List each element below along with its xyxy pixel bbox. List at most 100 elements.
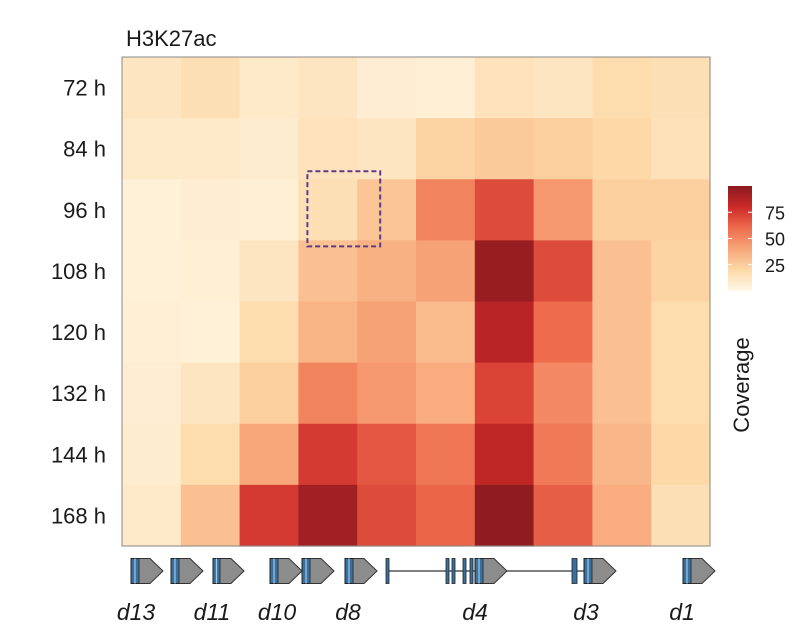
heatmap-cell: [651, 118, 711, 180]
heatmap-cell: [592, 179, 652, 241]
heatmap-cell: [180, 301, 241, 364]
colorbar-tick-label: 75: [765, 203, 785, 223]
heatmap-cell: [533, 362, 593, 425]
chart-title: H3K27ac: [126, 26, 217, 51]
heatmap-cell: [474, 118, 535, 180]
heatmap-cell: [357, 57, 417, 119]
row-label: 72 h: [63, 76, 106, 101]
heatmap-cell: [122, 301, 182, 364]
heatmap-cell: [533, 301, 593, 364]
heatmap-cell: [651, 423, 711, 486]
heatmap-cell: [180, 423, 241, 486]
row-label: 144 h: [51, 442, 106, 467]
heatmap-cell: [298, 57, 358, 119]
gene-label: d10: [258, 599, 297, 625]
heatmap-cell: [298, 362, 358, 425]
heatmap-cell: [651, 484, 711, 547]
heatmap-cell: [592, 484, 652, 547]
gene-arrow: [352, 558, 378, 584]
gene-track: d13 d11 d10 d8 d4 d3 d1: [117, 558, 716, 625]
heatmap-cell: [651, 57, 711, 119]
heatmap-cell: [416, 301, 476, 364]
heatmap-cell: [474, 423, 535, 486]
heatmap-cell: [239, 240, 299, 303]
heatmap-cell: [357, 423, 417, 486]
row-label: 96 h: [63, 198, 106, 223]
heatmap-cell: [533, 240, 593, 303]
heatmap-cell: [122, 484, 182, 547]
heatmap-cell: [122, 423, 182, 486]
row-label: 120 h: [51, 320, 106, 345]
colorbar-title: Coverage: [729, 337, 754, 432]
gene-label: d11: [194, 599, 231, 625]
exon: [445, 558, 450, 584]
heatmap-cells: [122, 57, 711, 547]
heatmap-cell: [474, 362, 535, 425]
heatmap-cell: [533, 118, 593, 180]
heatmap-cell: [592, 57, 652, 119]
heatmap-border: [121, 56, 711, 547]
colorbar-tick-label: 50: [765, 230, 785, 250]
gene-label: d4: [462, 599, 488, 625]
heatmap-cell: [474, 484, 535, 547]
row-label: 168 h: [51, 503, 106, 528]
heatmap-cell: [474, 57, 535, 119]
heatmap-cell: [122, 57, 182, 119]
gene-label: d8: [335, 599, 361, 625]
exon: [462, 558, 467, 584]
exon: [385, 558, 390, 584]
heatmap-cell: [122, 179, 182, 241]
heatmap-cell: [416, 118, 476, 180]
gene-arrow: [138, 558, 164, 584]
heatmap-cell: [416, 484, 476, 547]
heatmap-cell: [592, 362, 652, 425]
heatmap-cell: [357, 301, 417, 364]
heatmap-cell: [592, 118, 652, 180]
heatmap-cell: [416, 362, 476, 425]
row-label: 108 h: [51, 259, 106, 284]
heatmap-cell: [651, 240, 711, 303]
heatmap-cell: [298, 484, 358, 547]
heatmap-cell: [122, 240, 182, 303]
heatmap-cell: [474, 179, 535, 241]
heatmap-cell: [298, 240, 358, 303]
colorbar-tick-label: 25: [765, 256, 785, 276]
heatmap-cell: [239, 484, 299, 547]
gene-label: d3: [573, 599, 599, 625]
heatmap-cell: [357, 240, 417, 303]
heatmap-cell: [239, 423, 299, 486]
heatmap-cell: [474, 301, 535, 364]
heatmap-cell: [180, 179, 241, 241]
heatmap-cell: [533, 423, 593, 486]
heatmap-cell: [651, 179, 711, 241]
exon: [469, 558, 474, 584]
heatmap-cell: [416, 57, 476, 119]
highlight-box: [306, 170, 382, 248]
heatmap-cell: [357, 179, 417, 241]
heatmap-cell: [592, 240, 652, 303]
heatmap-cell: [180, 484, 241, 547]
colorbar: 25 50 75: [728, 186, 785, 291]
row-label: 84 h: [63, 137, 106, 162]
gene-arrow: [690, 558, 716, 584]
heatmap-cell: [474, 240, 535, 303]
gene-arrow: [309, 558, 335, 584]
heatmap-cell: [533, 484, 593, 547]
heatmap-cell: [592, 301, 652, 364]
gene-arrow: [219, 558, 245, 584]
heatmap-cell: [180, 57, 241, 119]
exon: [451, 558, 456, 584]
heatmap-cell: [357, 484, 417, 547]
heatmap-cell: [122, 118, 182, 180]
row-labels: 72 h 84 h 96 h 108 h 120 h 132 h 144 h 168 h: [51, 76, 106, 529]
gene-arrow: [178, 558, 204, 584]
heatmap-cell: [239, 57, 299, 119]
heatmap-cell: [357, 118, 417, 180]
exon: [571, 558, 578, 584]
heatmap-cell: [533, 57, 593, 119]
heatmap-cell: [651, 362, 711, 425]
heatmap-cell: [298, 301, 358, 364]
heatmap-cell: [239, 118, 299, 180]
heatmap-cell: [239, 362, 299, 425]
